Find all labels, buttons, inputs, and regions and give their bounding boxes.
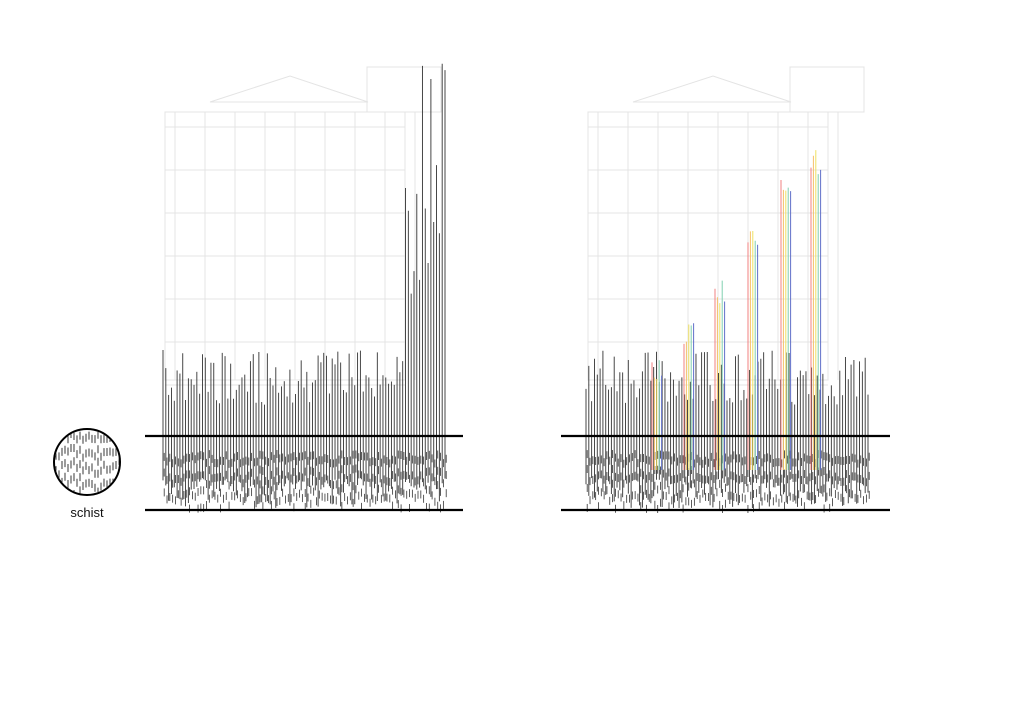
tower-outline xyxy=(789,66,865,113)
schist-label: schist xyxy=(70,505,104,520)
roof-outline xyxy=(632,75,792,103)
roof-outline xyxy=(209,75,369,103)
panel-left-section xyxy=(145,63,463,513)
building-facade xyxy=(587,111,829,381)
tower-outline xyxy=(366,66,442,113)
schist-legend-icon xyxy=(53,428,121,496)
panel-right-section xyxy=(561,66,890,513)
building-facade xyxy=(164,111,406,381)
